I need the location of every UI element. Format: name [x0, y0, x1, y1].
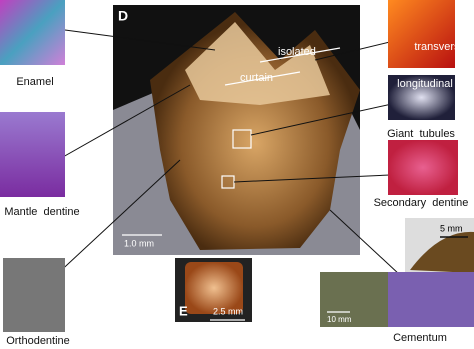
annotation: transverse [414, 41, 465, 53]
annotation: isolated [278, 46, 316, 58]
annotation: curtain [240, 72, 273, 84]
scale-bar-label: 10 mm [327, 315, 352, 324]
caption: Mantle dentine [4, 206, 79, 218]
caption: Enamel [16, 76, 53, 88]
caption: Secondary dentine [374, 197, 469, 209]
annotation: longitudinal [397, 78, 453, 90]
scale-bar-label: 5 mm [440, 223, 463, 233]
panel-label: D [118, 8, 128, 24]
panel-e: E 2.5 mm [175, 258, 252, 322]
scale-bar-label: 2.5 mm [213, 306, 243, 316]
caption: Giant tubules [387, 128, 455, 140]
caption: Cementum [393, 332, 447, 344]
scale-bar-label: 1.0 mm [124, 238, 154, 248]
caption: Orthodentine [6, 335, 70, 347]
panel-label: E [179, 303, 188, 318]
main-panel: D isolated curtain 1.0 mm [113, 5, 360, 255]
